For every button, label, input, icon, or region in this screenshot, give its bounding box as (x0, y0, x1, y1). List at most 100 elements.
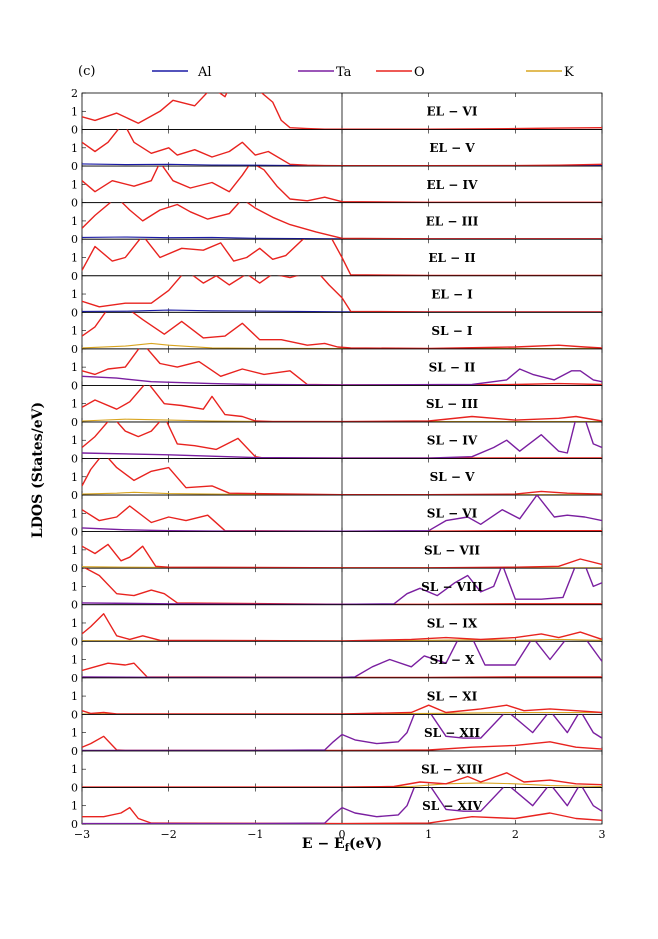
series-ta-line (82, 641, 602, 678)
series-o-line (82, 202, 602, 240)
panel-7: 0 1 SL − I (71, 311, 603, 356)
series-ta-line (82, 421, 602, 459)
panel-label: SL − VI (427, 507, 478, 521)
panel-19: 0 1 SL − XIII (71, 750, 603, 794)
panel-label: EL − V (429, 141, 475, 155)
legend: (c) Al Ta O K (78, 64, 574, 80)
y-tick-label: 0 (71, 526, 78, 539)
panel-12: 0 1 SL − VI (71, 494, 603, 539)
y-tick-label: 0 (71, 745, 78, 758)
x-tick-label: −3 (74, 828, 90, 841)
x-tick-label: 2 (512, 828, 519, 841)
panel-9: 0 1 SL − III (71, 384, 603, 429)
panel-label: SL − XII (424, 726, 480, 740)
y-tick-label: 0 (71, 197, 78, 210)
x-axis-title: E − Ef(eV) (302, 836, 382, 854)
y-tick-label: 0 (71, 379, 78, 392)
series-o-line (82, 735, 602, 751)
legend-label-al: Al (197, 65, 212, 80)
series-o-line (82, 93, 602, 130)
series-o-line (82, 275, 602, 313)
y-tick-label: 1 (71, 142, 78, 155)
series-o-line (82, 312, 602, 349)
panel-label: EL − VI (427, 105, 478, 119)
y-axis-title: LDOS (States/eV) (30, 402, 46, 538)
panel-label: SL − X (430, 653, 476, 667)
series-o-line (82, 239, 602, 276)
series-ta-line (82, 368, 602, 386)
series-o-line (82, 543, 602, 569)
y-tick-label: 1 (71, 654, 78, 667)
series-o-line (82, 458, 602, 496)
y-tick-label: 0 (71, 306, 78, 319)
panel-label: EL − I (431, 287, 473, 301)
panel-1: 0 1 2 EL − VI (71, 87, 603, 137)
y-tick-label: 1 (71, 763, 78, 776)
y-tick-label: 0 (71, 160, 78, 173)
series-o-line (82, 385, 602, 422)
panel-label: SL − V (430, 470, 476, 484)
y-tick-label: 1 (71, 580, 78, 593)
y-tick-label: 0 (71, 672, 78, 685)
y-tick-label: 1 (71, 544, 78, 557)
y-tick-label: 0 (71, 635, 78, 648)
x-tick-label: −1 (247, 828, 263, 841)
legend-label-k: K (564, 65, 574, 80)
x-tick-label: 0 (339, 828, 346, 841)
y-tick-label: 1 (71, 361, 78, 374)
y-tick-label: 1 (71, 507, 78, 520)
series-ta-line (82, 714, 602, 751)
series-o-line (82, 704, 602, 715)
x-axis-title-main: E − E (302, 836, 345, 852)
series-o-line (82, 166, 602, 203)
panel-18: 0 1 SL − XII (71, 713, 603, 758)
panel-label: EL − IV (427, 178, 479, 192)
y-tick-label: 0 (71, 599, 78, 612)
y-tick-label: 1 (71, 690, 78, 703)
panel-label: SL − IX (427, 616, 478, 630)
panel-10: 0 1 SL − IV (71, 421, 603, 466)
series-o-line (82, 129, 602, 167)
y-tick-label: 0 (71, 270, 78, 283)
panel-4: 0 1 EL − III (71, 202, 603, 246)
y-tick-label: 1 (71, 727, 78, 740)
y-tick-label: 1 (71, 325, 78, 338)
series-ta-line (82, 495, 602, 532)
x-tick-label: −2 (161, 828, 177, 841)
x-axis-title-sub: f (345, 843, 350, 854)
panel-15: 0 1 SL − IX (71, 604, 603, 648)
panel-2: 0 1 EL − V (71, 129, 603, 173)
y-tick-label: 0 (71, 343, 78, 356)
y-tick-label: 1 (71, 178, 78, 191)
y-tick-label: 0 (71, 453, 78, 466)
y-tick-label: 1 (71, 471, 78, 484)
panel-label: SL − XIV (422, 799, 482, 813)
panel-label: SL − VII (424, 543, 480, 557)
y-tick-label: 0 (71, 818, 78, 831)
series-o-line (82, 613, 602, 642)
panel-tag: (c) (78, 64, 95, 79)
x-tick-label: 3 (599, 828, 606, 841)
y-tick-label: 0 (71, 233, 78, 246)
panel-13: 0 1 SL − VII (71, 531, 603, 575)
y-tick-label: 0 (71, 124, 78, 137)
legend-label-ta: Ta (336, 65, 352, 80)
series-o-line (82, 772, 602, 788)
series-o-line (82, 662, 602, 678)
y-tick-label: 0 (71, 416, 78, 429)
y-tick-label: 0 (71, 781, 78, 794)
y-tick-label: 1 (71, 215, 78, 228)
plot-area: 0 1 2 EL − VI 0 1 EL − V 0 1 EL − IV 0 1 EL − III 0 1 E… (71, 87, 603, 831)
x-axis: −3 −2 −1 0 1 2 3 E − Ef(eV) (74, 828, 606, 854)
y-tick-label: 1 (71, 434, 78, 447)
y-tick-label: 0 (71, 562, 78, 575)
y-tick-label: 1 (71, 398, 78, 411)
series-ta-line (82, 568, 602, 605)
legend-label-o: O (414, 65, 425, 80)
panel-label: EL − III (426, 214, 479, 228)
panel-label: SL − XI (427, 689, 478, 703)
panel-17: 0 1 SL − XI (71, 677, 603, 721)
panel-label: SL − II (429, 361, 476, 375)
